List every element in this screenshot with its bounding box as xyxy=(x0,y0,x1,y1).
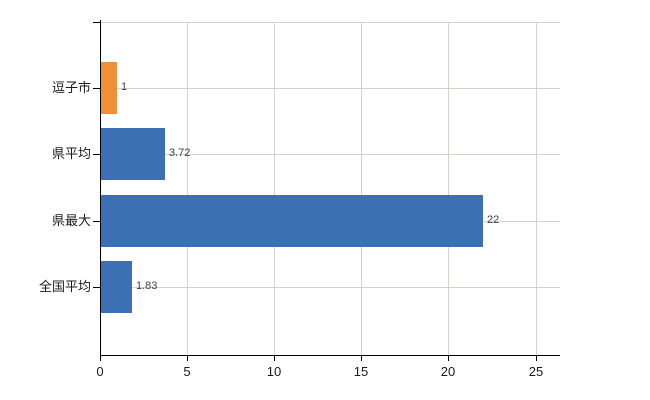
x-axis-tick-label: 25 xyxy=(528,364,544,379)
category-label-県最大: 県最大 xyxy=(51,213,91,228)
category-label-県平均: 県平均 xyxy=(51,146,91,161)
x-axis-tick xyxy=(361,355,362,361)
y-axis-category-tick xyxy=(93,287,100,288)
horizontal-gridline xyxy=(100,287,560,288)
x-axis-tick-label: 0 xyxy=(96,364,104,379)
x-axis-tick-label: 15 xyxy=(353,364,369,379)
bar-value-label: 1.83 xyxy=(136,280,158,292)
bar-value-label: 22 xyxy=(487,214,500,226)
vertical-gridline xyxy=(361,22,362,355)
plot-top-border xyxy=(100,22,560,23)
y-axis-category-tick xyxy=(93,88,100,89)
x-axis-line xyxy=(100,355,560,356)
bar-全国平均[interactable] xyxy=(100,261,132,313)
horizontal-gridline xyxy=(100,154,560,155)
bar-県最大[interactable] xyxy=(100,195,483,247)
bar-value-label: 1 xyxy=(121,81,128,93)
y-axis-category-tick xyxy=(93,221,100,222)
x-axis-tick xyxy=(274,355,275,361)
category-label-全国平均: 全国平均 xyxy=(38,279,91,294)
category-label-逗子市: 逗子市 xyxy=(51,80,91,95)
y-axis-line xyxy=(100,20,101,355)
vertical-gridline xyxy=(187,22,188,355)
y-axis-category-tick xyxy=(93,154,100,155)
x-axis-tick xyxy=(187,355,188,361)
plot-area: 1 3.72 22 1.83 xyxy=(100,22,560,355)
x-axis-tick-label: 5 xyxy=(183,364,191,379)
vertical-gridline xyxy=(536,22,537,355)
y-axis-top-tick xyxy=(93,22,100,23)
bar-value-label: 3.72 xyxy=(169,147,191,159)
x-axis-tick-label: 20 xyxy=(440,364,456,379)
vertical-gridline xyxy=(274,22,275,355)
bar-県平均[interactable] xyxy=(100,128,165,180)
vertical-gridline xyxy=(448,22,449,355)
horizontal-gridline xyxy=(100,88,560,89)
x-axis-tick xyxy=(536,355,537,361)
bar-逗子市[interactable] xyxy=(100,62,117,114)
x-axis-tick xyxy=(448,355,449,361)
x-axis-tick-label: 10 xyxy=(266,364,282,379)
x-axis-tick xyxy=(100,355,101,361)
